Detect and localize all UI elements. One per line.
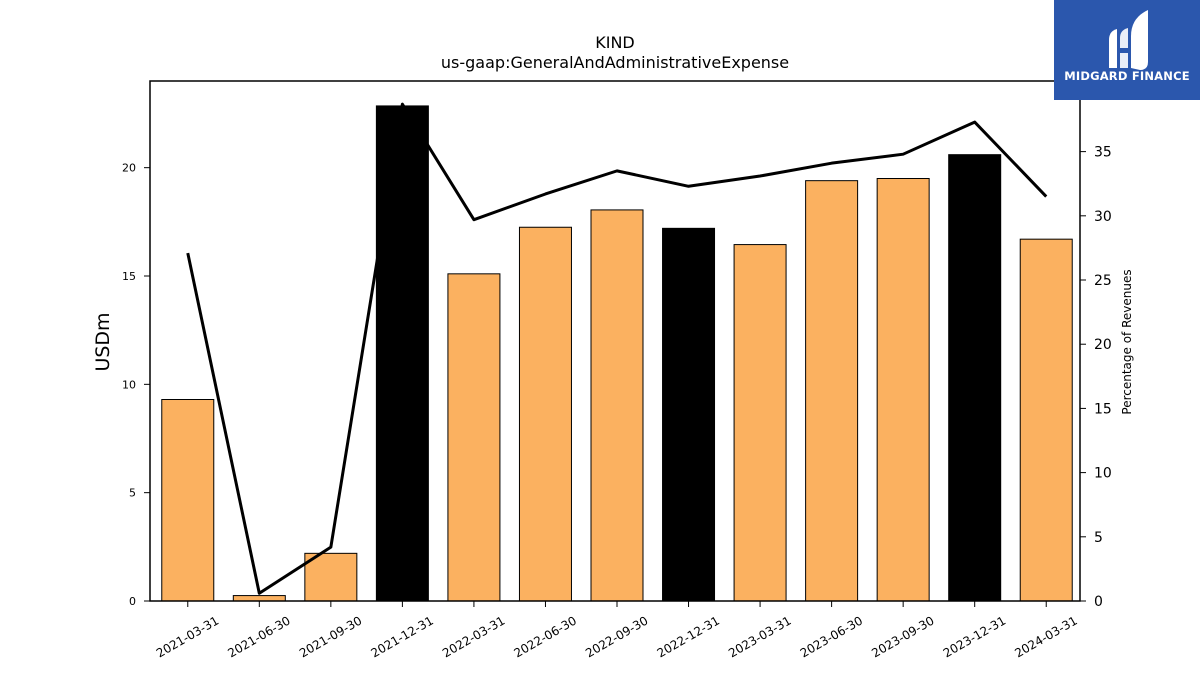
y-tick-label: 20 bbox=[122, 162, 136, 175]
bar-2021-06-30 bbox=[232, 595, 286, 602]
bar-2023-03-31 bbox=[733, 244, 787, 602]
y2-tick-label: 0 bbox=[1094, 594, 1103, 610]
y2-tick-label: 25 bbox=[1094, 273, 1112, 289]
x-tick-label: 2021-12-31 bbox=[368, 613, 435, 660]
bar-2022-09-30 bbox=[590, 209, 644, 602]
x-tick-label: 2021-09-30 bbox=[297, 613, 364, 660]
chart-subtitle: us-gaap:GeneralAndAdministrativeExpense bbox=[441, 53, 789, 72]
y2-tick-label: 20 bbox=[1094, 337, 1112, 353]
y-tick-label: 0 bbox=[129, 595, 136, 608]
bar-2021-03-31 bbox=[161, 399, 215, 602]
bar-2023-09-30 bbox=[876, 178, 930, 602]
bar-2022-12-31 bbox=[662, 227, 716, 602]
y2-tick-label: 35 bbox=[1094, 145, 1112, 161]
bar-2022-06-30 bbox=[518, 226, 572, 602]
y-axis-label: USDm bbox=[92, 312, 114, 371]
plot-frame bbox=[149, 80, 1081, 602]
bar-2023-12-31 bbox=[948, 154, 1002, 602]
x-tick-label: 2022-03-31 bbox=[440, 613, 507, 660]
y2-tick-label: 30 bbox=[1094, 209, 1112, 225]
bar-2024-03-31 bbox=[1019, 238, 1073, 602]
brand-logo: MIDGARD FINANCE bbox=[1054, 0, 1200, 100]
chart-title: KIND bbox=[595, 33, 635, 52]
bar-2021-09-30 bbox=[304, 552, 358, 602]
y-tick-label: 10 bbox=[122, 378, 136, 391]
logo-text: MIDGARD FINANCE bbox=[1064, 69, 1190, 83]
y-tick-label: 15 bbox=[122, 270, 136, 283]
y2-tick-label: 5 bbox=[1094, 530, 1103, 546]
x-tick-label: 2021-06-30 bbox=[225, 613, 292, 660]
bar-2021-12-31 bbox=[375, 105, 429, 602]
x-tick-label: 2023-06-30 bbox=[798, 613, 865, 660]
x-tick-label: 2022-12-31 bbox=[655, 613, 722, 660]
x-tick-label: 2024-03-31 bbox=[1012, 613, 1079, 660]
percentage-line bbox=[186, 102, 1048, 595]
y2-tick-label: 10 bbox=[1094, 466, 1112, 482]
x-tick-label: 2023-03-31 bbox=[726, 613, 793, 660]
y2-tick-label: 15 bbox=[1094, 401, 1112, 417]
logo-mark-icon bbox=[1109, 10, 1148, 70]
y2-axis-label: Percentage of Revenues bbox=[1120, 269, 1134, 414]
x-tick-label: 2023-09-30 bbox=[869, 613, 936, 660]
x-tick-label: 2022-09-30 bbox=[583, 613, 650, 660]
bar-2022-03-31 bbox=[447, 273, 501, 602]
bar-2023-06-30 bbox=[805, 180, 859, 602]
x-tick-label: 2021-03-31 bbox=[154, 613, 221, 660]
x-tick-label: 2022-06-30 bbox=[512, 613, 579, 660]
y-tick-label: 5 bbox=[129, 487, 136, 500]
x-tick-label: 2023-12-31 bbox=[941, 613, 1008, 660]
